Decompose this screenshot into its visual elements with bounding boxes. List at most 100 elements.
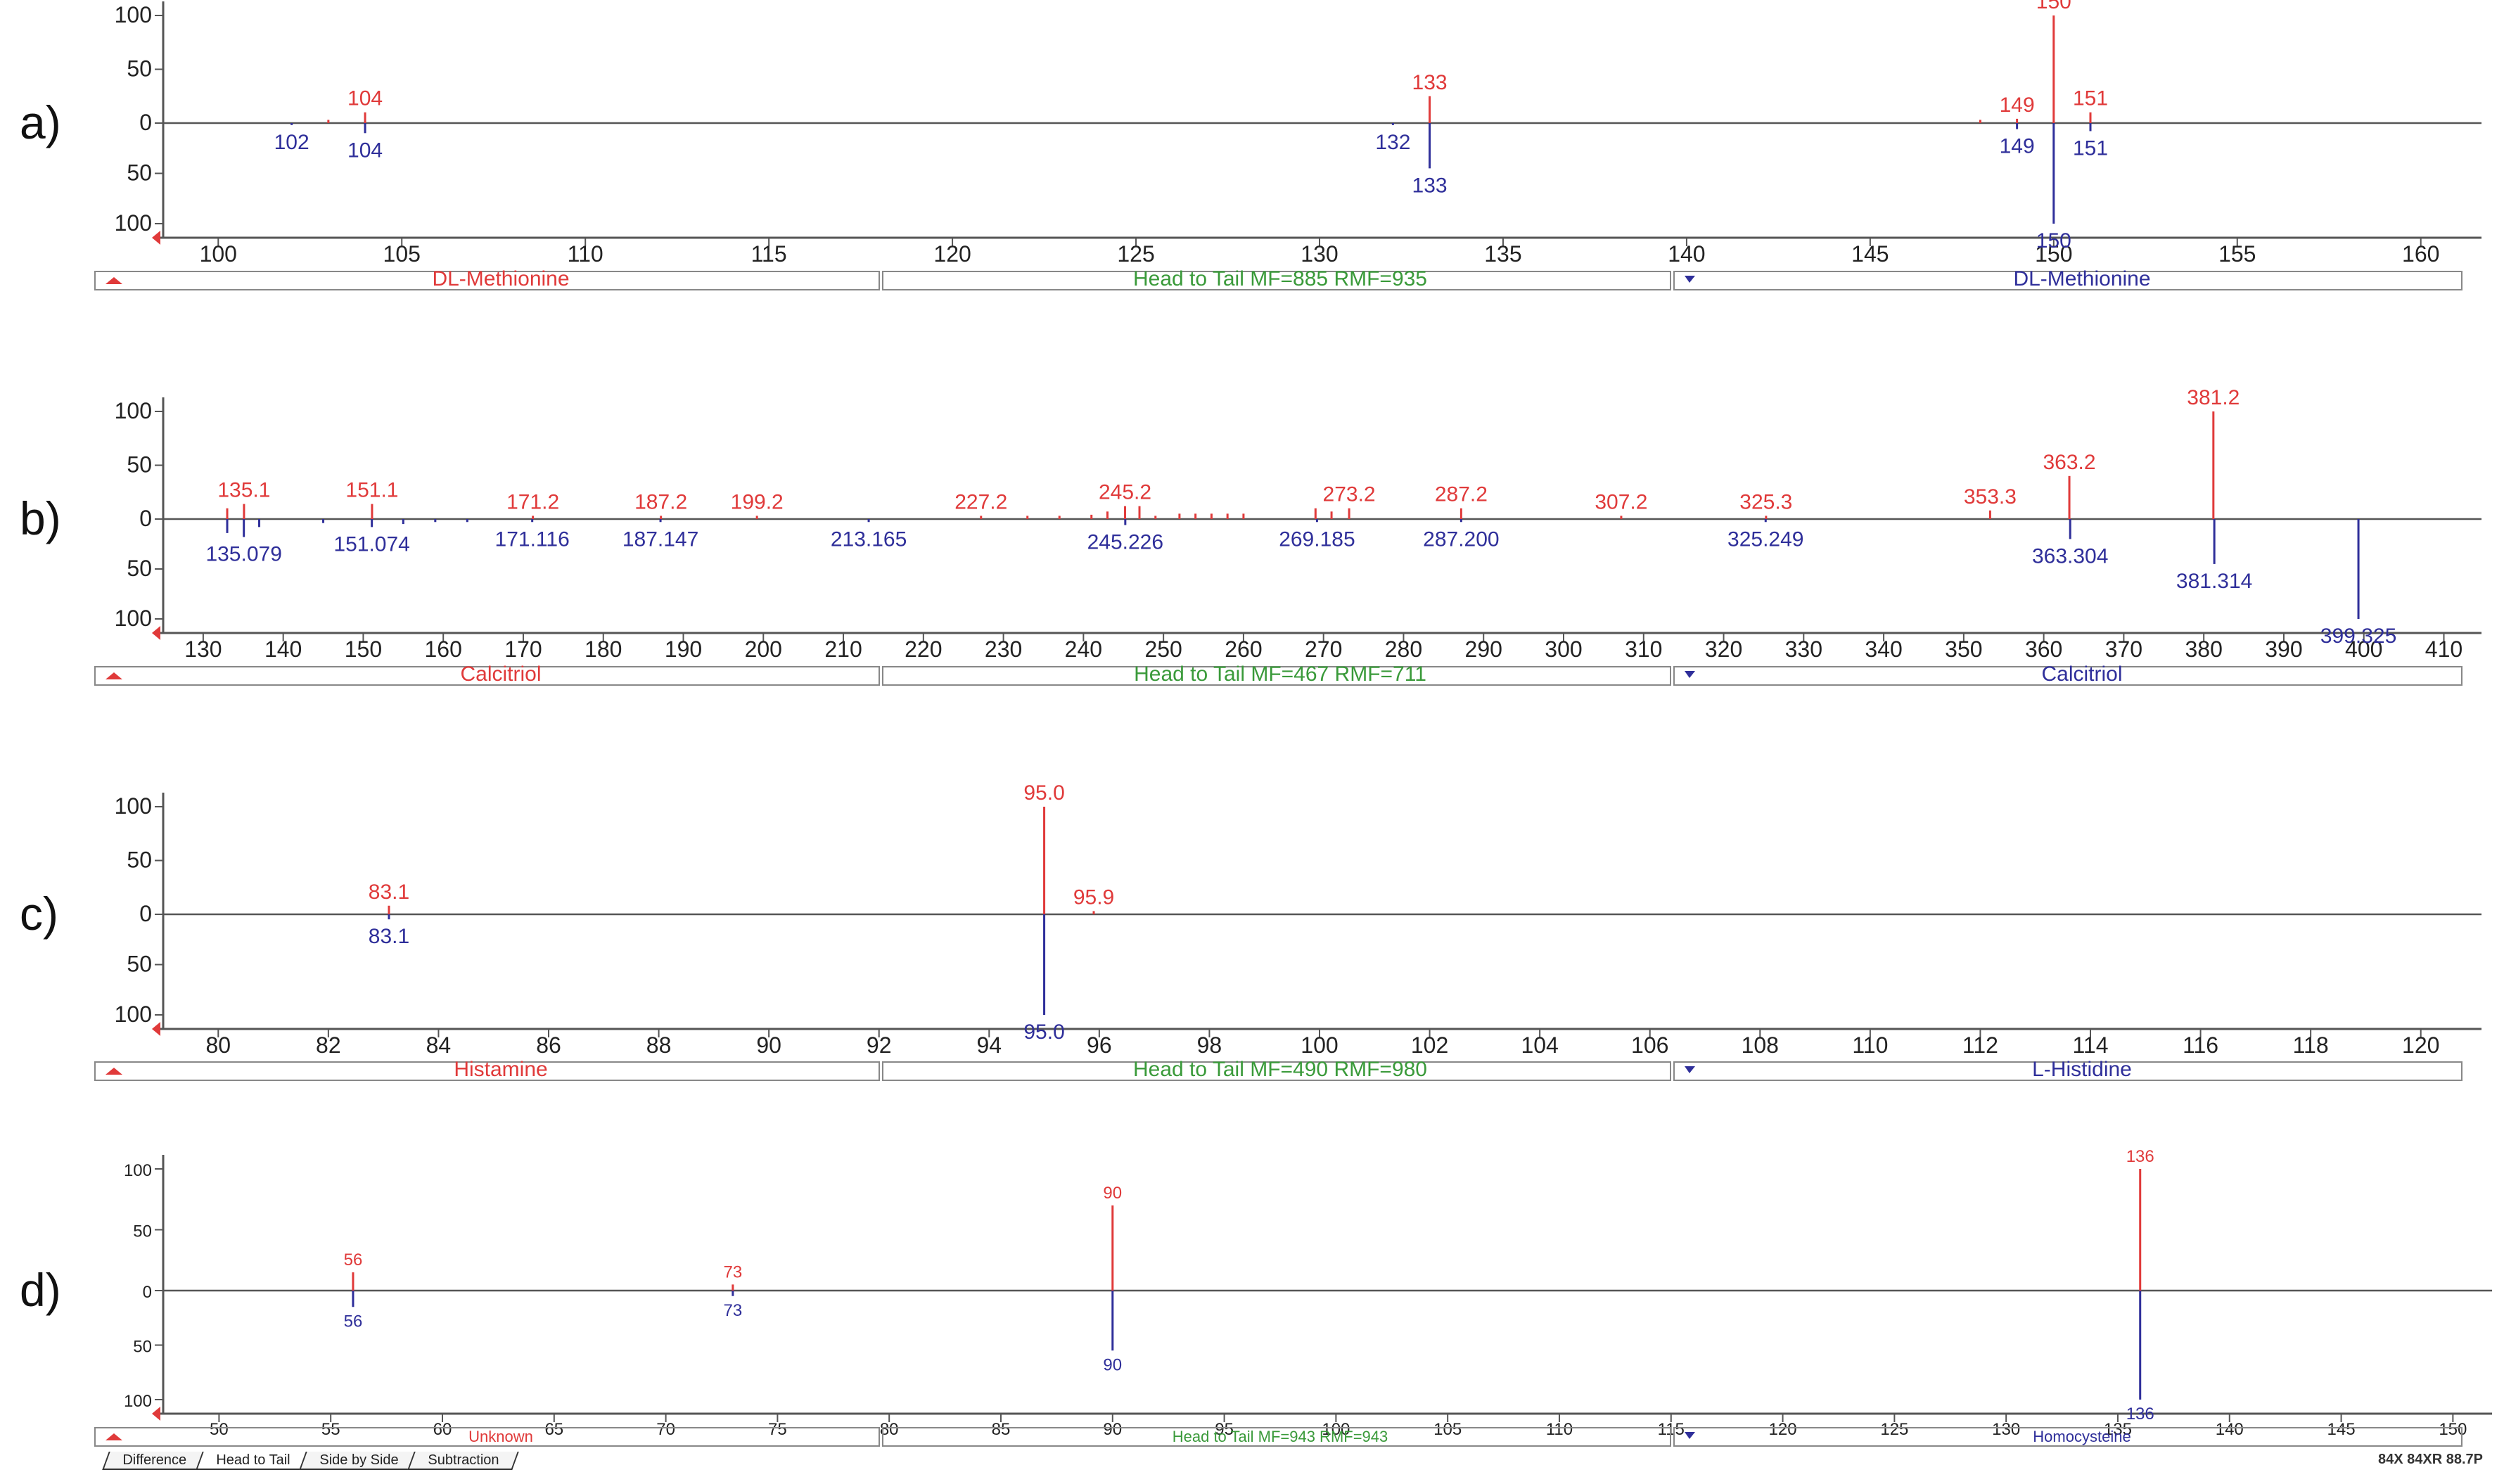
panel-b-head-peak-label: 245.2 <box>1099 481 1151 504</box>
panel-a-xtick-label: 140 <box>1668 241 1705 267</box>
panel-d-xtick-label: 150 <box>2439 1420 2467 1439</box>
panel-a-ytick-label: 100 <box>115 2 152 27</box>
panel-a-head-peak-label: 133 <box>1412 71 1448 94</box>
panel-c-xtick-label: 112 <box>1962 1032 1998 1058</box>
panel-b-tail-name: Calcitriol <box>2041 663 2122 686</box>
panel-d-head-peak-label: 90 <box>1103 1184 1122 1203</box>
panel-c-title-box <box>882 1061 1671 1081</box>
panel-b-xtick-label: 260 <box>1225 637 1262 662</box>
panel-a-xtick-label: 105 <box>383 241 421 267</box>
panel-b-head-peak-label: 381.2 <box>2187 386 2240 409</box>
panel-c-match-text: Head to Tail MF=490 RMF=980 <box>1133 1058 1427 1081</box>
panel-d-title-box <box>1673 1427 2463 1447</box>
panel-b-xtick-label: 150 <box>345 637 382 662</box>
panel-a-xtick-label: 130 <box>1301 241 1338 267</box>
panel-d-xtick-label: 90 <box>1103 1420 1122 1439</box>
panel-c-tail-peak-label: 83.1 <box>369 925 409 948</box>
panel-a-tail-peak-label: 151 <box>2073 136 2108 160</box>
panel-c-head-name: Histamine <box>454 1058 547 1081</box>
panel-b-head-peak-label: 151.1 <box>345 479 398 502</box>
panel-c-xtick-label: 84 <box>426 1032 452 1058</box>
panel-d-xtick-label: 120 <box>1769 1420 1797 1439</box>
panel-b-tail-peak-label: 399.325 <box>2320 625 2396 648</box>
panel-a-match-text: Head to Tail MF=885 RMF=935 <box>1133 267 1427 290</box>
status-text: 84X 84XR 88.7P <box>2378 1452 2483 1467</box>
tab-difference[interactable]: Difference <box>102 1452 207 1470</box>
panel-d-head-peak-label: 56 <box>344 1250 363 1269</box>
panel-d-ytick-label: 100 <box>124 1161 152 1180</box>
panel-b-xtick-label: 210 <box>824 637 862 662</box>
panel-b-xtick-label: 410 <box>2425 637 2463 662</box>
panel-c-xtick-label: 104 <box>1521 1032 1558 1058</box>
panel-b-xtick-label: 160 <box>425 637 462 662</box>
panel-b-xtick-label: 400 <box>2345 637 2382 662</box>
panel-b-head-peak-label: 273.2 <box>1323 483 1376 506</box>
tab-subtraction-label: Subtraction <box>428 1452 499 1468</box>
panel-b-xtick-label: 180 <box>585 637 622 662</box>
panel-a-label: a) <box>20 96 61 148</box>
panel-c-scroll-arrow <box>152 1022 160 1036</box>
panel-c-xtick-label: 106 <box>1631 1032 1668 1058</box>
panel-c-ytick-label: 0 <box>139 901 152 926</box>
panel-d-xtick-label: 65 <box>544 1420 563 1439</box>
panel-b-match-text: Head to Tail MF=467 RMF=711 <box>1134 663 1426 686</box>
panel-a-head-peak-label: 149 <box>2000 94 2035 117</box>
panel-b-xtick-label: 130 <box>184 637 222 662</box>
panel-d-xtick-label: 70 <box>656 1420 675 1439</box>
panel-b-head-peak-label: 227.2 <box>954 490 1007 513</box>
panel-a-head-peak-label: 151 <box>2073 87 2108 110</box>
panel-b-xtick-label: 220 <box>905 637 942 662</box>
panel-d-expand-down-icon <box>1685 1432 1695 1439</box>
panel-d-xtick-label: 130 <box>1992 1420 2020 1439</box>
panel-d-tail-peak-label: 90 <box>1103 1355 1122 1374</box>
panel-b-xtick-label: 340 <box>1865 637 1902 662</box>
panel-d-title-box <box>94 1427 880 1447</box>
panel-b-head-peak-label: 353.3 <box>1964 485 2017 508</box>
panel-b-xtick-label: 250 <box>1144 637 1182 662</box>
panel-c-tail-peak-label: 95.0 <box>1023 1021 1064 1044</box>
panel-c-ytick-label: 50 <box>127 847 152 873</box>
tab-side-by-side[interactable]: Side by Side <box>299 1452 419 1470</box>
panel-b-tail-peak-label: 213.165 <box>831 527 907 551</box>
panel-a-xtick-label: 100 <box>200 241 237 267</box>
panel-d-xtick-label: 140 <box>2216 1420 2244 1439</box>
panel-d-head-peak-label: 136 <box>2126 1147 2154 1166</box>
panel-a-xtick-label: 150 <box>2035 241 2072 267</box>
panel-c-ytick-label: 50 <box>127 952 152 977</box>
panel-b-xtick-label: 300 <box>1545 637 1582 662</box>
panel-d-tail-peak-label: 136 <box>2126 1405 2154 1424</box>
panel-b-expand-down-icon <box>1685 671 1695 678</box>
panel-b-title-box <box>94 666 880 686</box>
panel-b-head-peak-label: 287.2 <box>1435 483 1488 506</box>
panel-a-title-box <box>94 271 880 290</box>
panel-c-xtick-label: 86 <box>536 1032 561 1058</box>
panel-a-xtick-label: 135 <box>1484 241 1521 267</box>
panel-a-tail-peak-label: 102 <box>274 131 309 154</box>
panel-a-ytick-label: 100 <box>115 210 152 236</box>
panel-a-xtick-label: 160 <box>2402 241 2439 267</box>
panel-d-ytick-label: 50 <box>133 1338 152 1357</box>
panel-b-xtick-label: 380 <box>2185 637 2222 662</box>
panel-c-tail-name: L-Histidine <box>2032 1058 2132 1081</box>
panel-d-tail-peak-label: 56 <box>344 1312 363 1331</box>
panel-b-ytick-label: 100 <box>115 606 152 631</box>
panel-b-head-peak-label: 363.2 <box>2043 451 2096 474</box>
panel-b-ytick-label: 50 <box>127 556 152 581</box>
tab-subtraction[interactable]: Subtraction <box>407 1452 520 1470</box>
view-tab-bar: Difference Head to Tail Side by Side Sub… <box>102 1452 520 1470</box>
panel-d-ytick-label: 100 <box>124 1392 152 1411</box>
panel-b-tail-peak-label: 363.304 <box>2032 544 2108 568</box>
panel-c-head-peak-label: 95.0 <box>1023 781 1064 805</box>
tab-head-to-tail-label: Head to Tail <box>216 1452 290 1468</box>
panel-b-label: b) <box>20 492 61 544</box>
panel-d-xtick-label: 95 <box>1215 1420 1234 1439</box>
panel-d-xtick-label: 75 <box>768 1420 787 1439</box>
panel-d-ytick-label: 0 <box>143 1283 152 1302</box>
panel-c-xtick-label: 118 <box>2293 1032 2329 1058</box>
tab-head-to-tail[interactable]: Head to Tail <box>196 1452 310 1470</box>
panel-c-xtick-label: 120 <box>2402 1032 2439 1058</box>
panel-a-expand-down-icon <box>1685 276 1695 283</box>
panel-d-xtick-label: 125 <box>1880 1420 1908 1439</box>
panel-d-head-peak-label: 73 <box>724 1262 743 1281</box>
